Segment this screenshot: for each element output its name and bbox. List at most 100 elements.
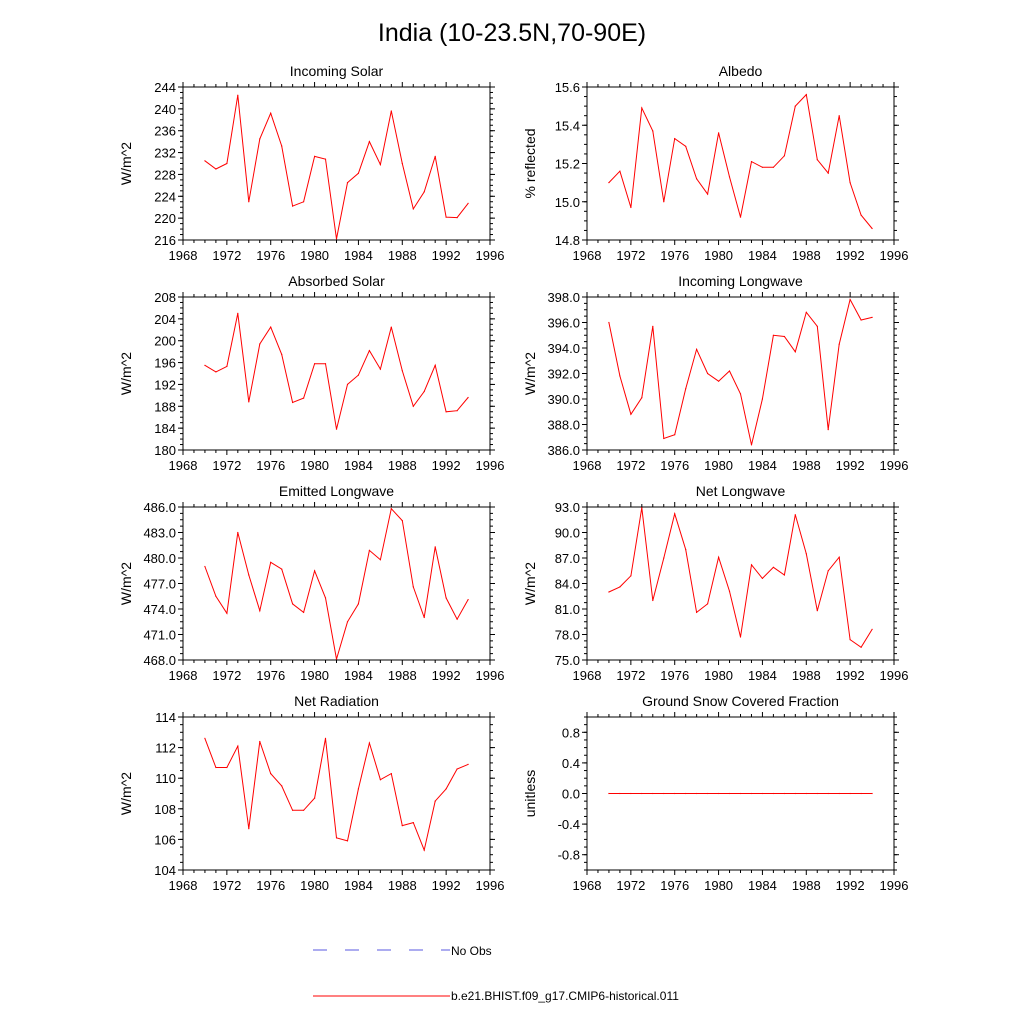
data-point [728,370,731,372]
x-tick-label: 1980 [704,458,733,473]
x-tick-label: 1980 [704,248,733,263]
data-point [652,599,654,602]
series-line-net-radiation [204,738,469,852]
data-point [423,616,425,619]
data-point [772,792,775,795]
data-point [827,792,829,795]
data-point [783,574,786,576]
panel-title: Ground Snow Covered Fraction [642,693,839,709]
data-point [456,217,458,219]
data-point [335,837,338,839]
data-point [728,792,731,795]
y-tick-label: 236 [154,124,176,139]
data-point [663,201,665,203]
data-point [259,138,261,140]
data-point [619,375,621,377]
data-point [663,557,665,559]
x-tick-label: 1992 [432,878,461,893]
y-tick-label: 228 [154,167,176,182]
data-point [652,130,654,132]
data-point [641,507,643,509]
x-tick-label: 1984 [344,458,373,473]
y-tick-label: 0.0 [562,787,580,802]
data-point [761,398,764,400]
x-tick-label: 1992 [836,668,865,683]
data-point [467,763,469,766]
x-tick-label: 1992 [836,878,865,893]
data-point [652,325,654,327]
y-tick-label: 477.0 [143,577,176,592]
data-point [794,792,796,795]
data-point [696,348,698,350]
x-tick-label: 1996 [880,248,909,263]
series-line-albedo [608,93,873,229]
y-tick-label: 220 [154,211,176,226]
x-tick-label: 1988 [792,878,821,893]
data-point [860,646,862,648]
data-point [412,822,414,824]
data-point [685,145,687,147]
panel-incoming-solar: Incoming Solar W/m^2 1968 1972 1976 1980 1984 1… [118,63,504,263]
y-tick-label: 200 [154,334,176,349]
y-axis-label: W/m^2 [522,352,538,395]
y-tick-label: 196 [154,356,176,371]
data-point [805,792,807,795]
x-tick-label: 1968 [169,878,198,893]
series-line-emitted-longwave [204,507,469,660]
data-point [674,138,676,140]
data-point [467,396,469,399]
series-line-absorbed-solar [204,313,469,430]
data-point [335,428,338,430]
x-tick-label: 1984 [344,878,373,893]
data-point [805,311,807,313]
data-point [641,792,643,795]
x-tick-label: 1980 [704,668,733,683]
x-tick-label: 1968 [169,668,198,683]
data-point [467,202,469,204]
y-tick-label: 112 [155,741,176,756]
x-tick-label: 1976 [660,668,689,683]
y-tick-label: 398.0 [547,290,580,305]
data-point [445,216,447,218]
data-point [237,94,239,96]
data-point [871,316,873,318]
data-point [838,556,840,558]
data-point [860,214,862,216]
data-point [718,792,720,795]
data-point [335,658,338,660]
series-line-incoming-solar [204,95,469,239]
y-tick-label: 15.4 [555,118,580,133]
data-point [314,570,316,572]
data-point [204,565,206,568]
x-tick-label: 1988 [388,458,417,473]
data-point [248,574,250,576]
y-tick-label: 208 [154,290,176,305]
y-tick-label: 394.0 [547,341,580,356]
y-axis-label: W/m^2 [118,772,134,815]
data-point [379,368,381,370]
data-point [259,343,261,345]
data-point [816,159,818,161]
x-tick-label: 1988 [792,668,821,683]
data-point [379,559,381,561]
data-point [630,575,632,577]
y-tick-label: 106 [154,832,176,847]
data-point [324,597,327,599]
x-tick-label: 1996 [880,458,909,473]
data-point [871,628,873,631]
y-tick-label: 75.0 [555,653,580,668]
y-tick-label: 104 [154,863,176,878]
x-tick-label: 1976 [660,878,689,893]
data-point [696,611,698,614]
plot-frame [182,86,491,241]
data-point [390,508,392,510]
data-point [215,595,217,597]
x-tick-label: 1996 [880,668,909,683]
data-point [248,828,250,830]
data-point [750,161,753,163]
y-tick-label: 480.0 [143,551,176,566]
legend-model-label: b.e21.BHIST.f09_g17.CMIP6-historical.011 [451,989,679,1003]
data-point [467,599,469,601]
plot-frame [182,506,491,661]
y-tick-label: 390.0 [547,392,580,407]
